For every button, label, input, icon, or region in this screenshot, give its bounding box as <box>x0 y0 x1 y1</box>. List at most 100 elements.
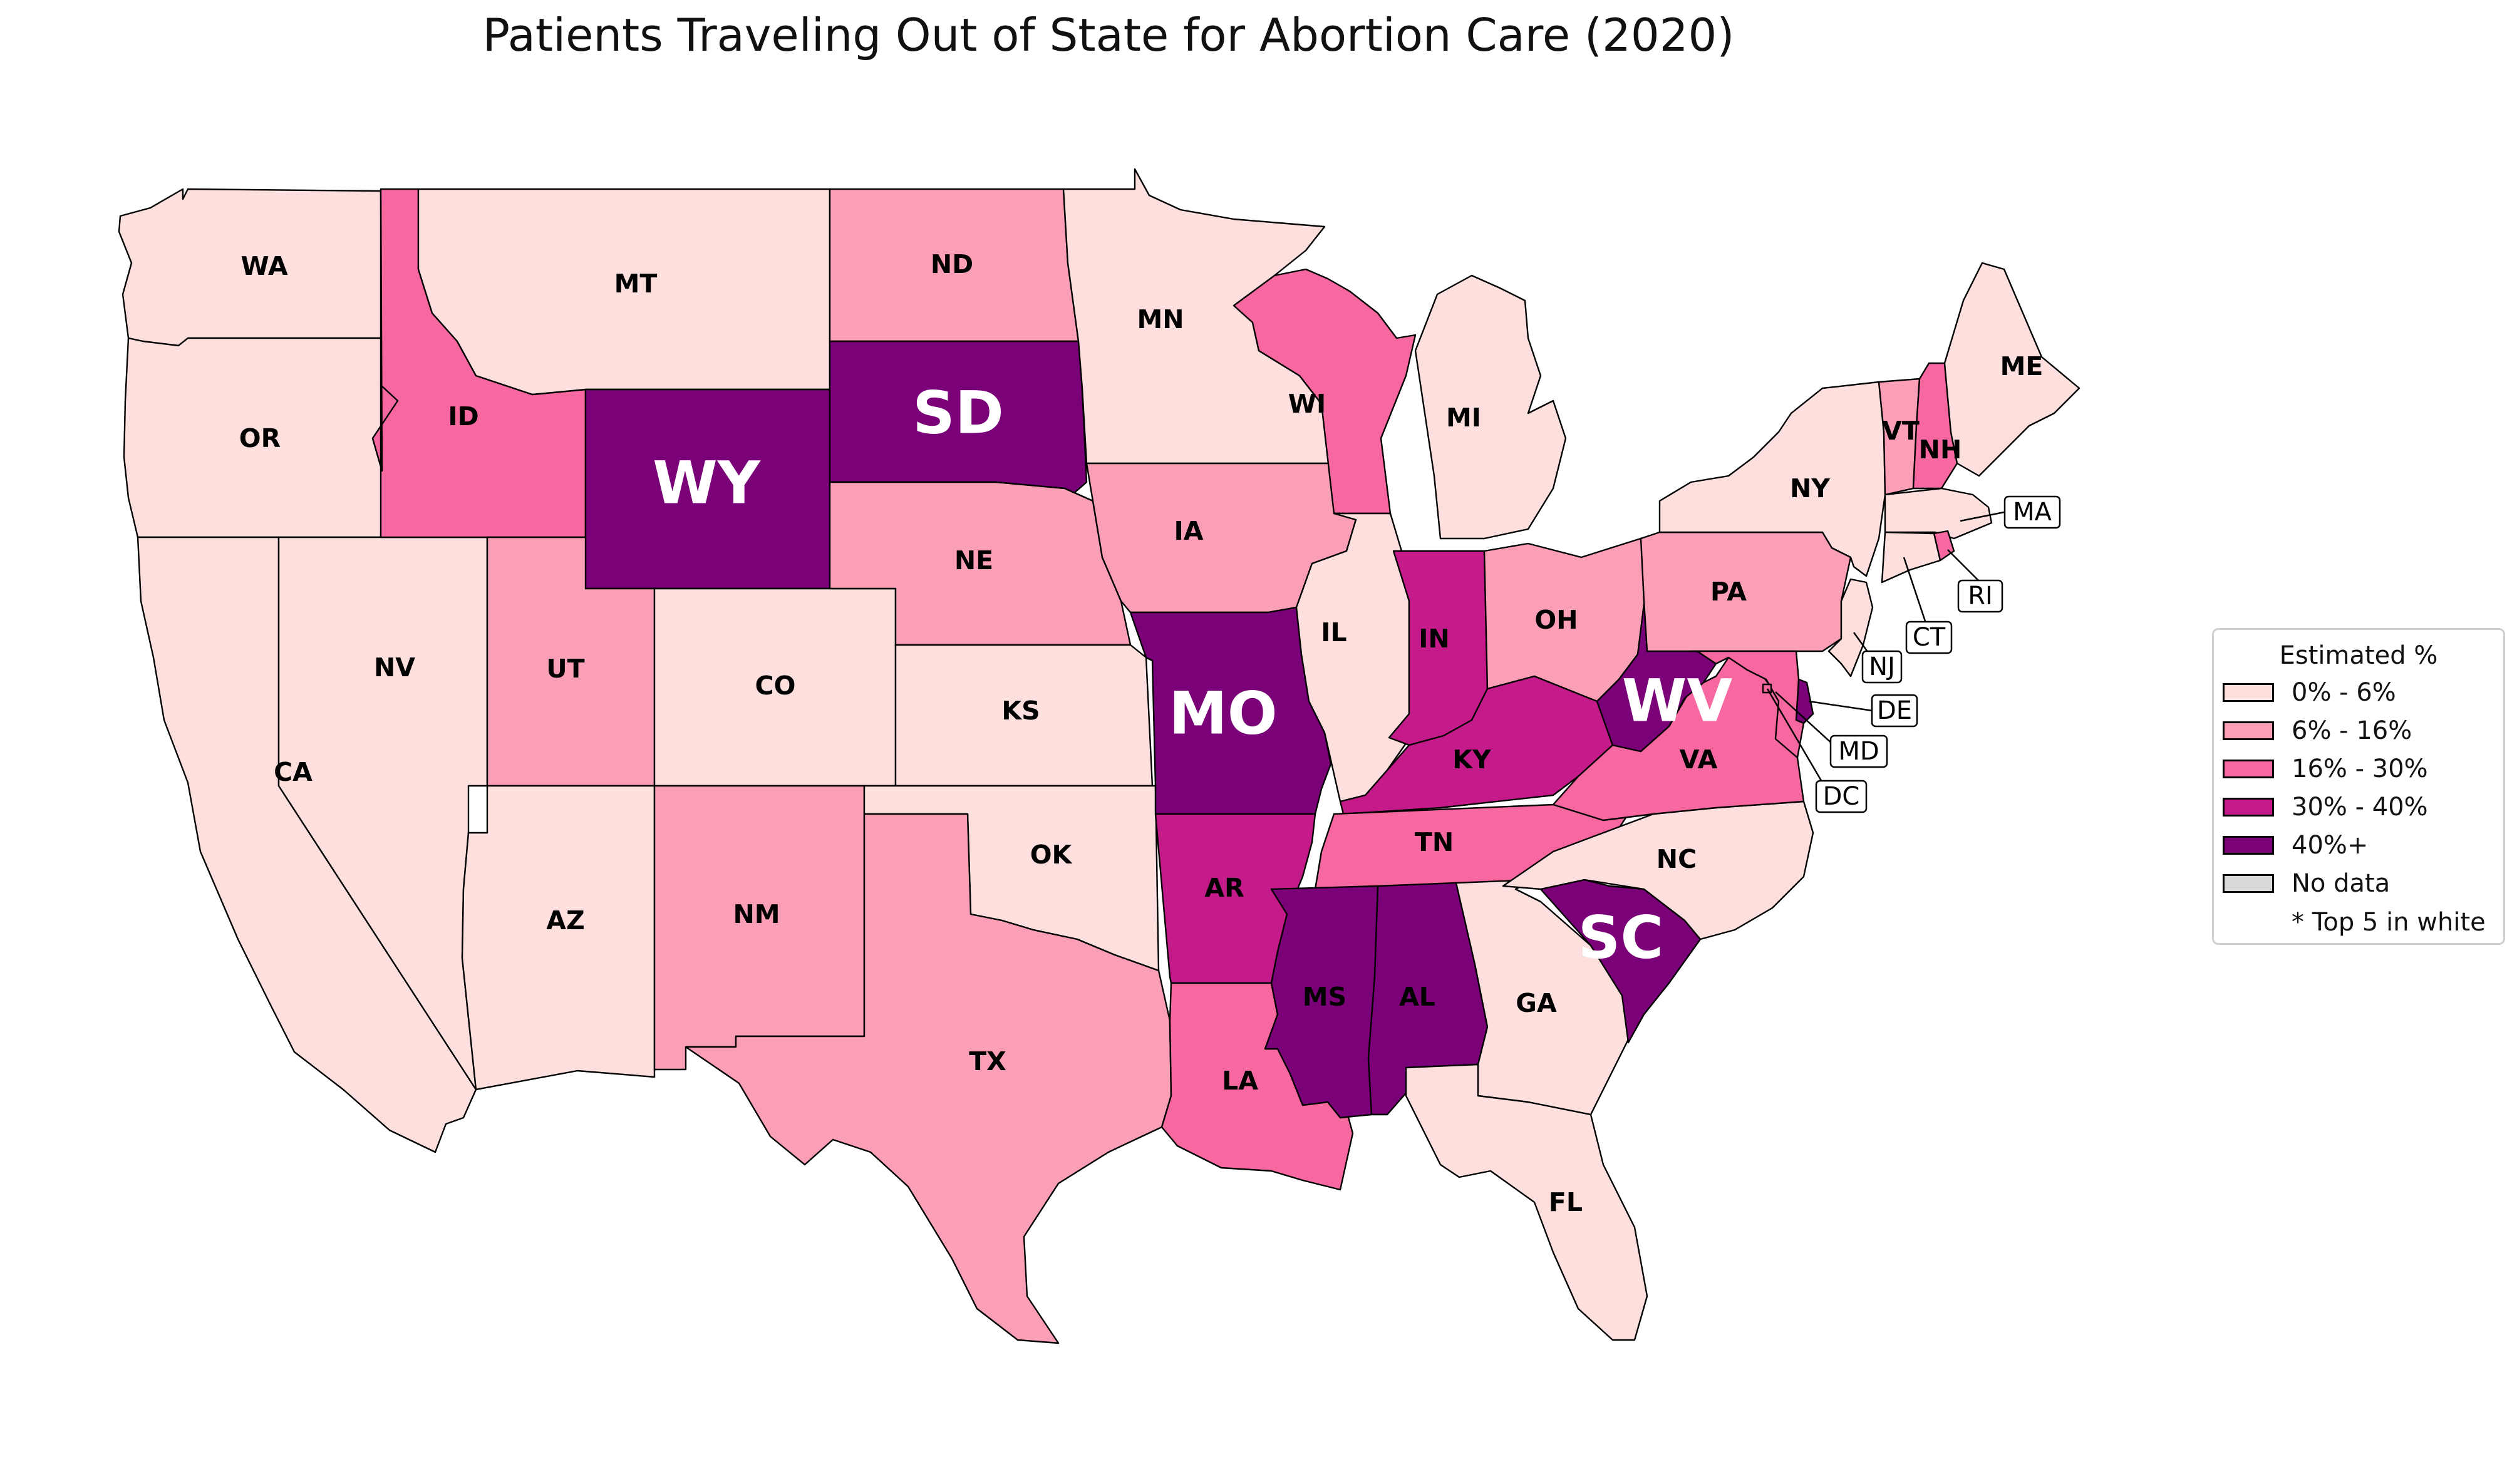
legend-item: 40%+ <box>2223 831 2369 860</box>
labels-layer: WA OR CA NV ID MT WY UT AZ CO NM ND SD NE KS OK TX MN IA MO… <box>239 249 2044 1217</box>
state-label-nc: NC <box>1656 844 1697 874</box>
state-label-nm: NM <box>733 899 780 929</box>
state-label-ga: GA <box>1516 988 1557 1018</box>
state-nj <box>1827 578 1874 678</box>
state-label-mo: MO <box>1169 680 1277 748</box>
state-label-la: LA <box>1222 1066 1258 1096</box>
state-label-tx: TX <box>969 1046 1006 1076</box>
state-label-ky: KY <box>1452 745 1492 775</box>
state-me <box>1943 262 2080 477</box>
state-label-ok: OK <box>1030 840 1073 870</box>
state-label-co: CO <box>755 671 796 701</box>
state-mi <box>1414 274 1567 540</box>
state-ma <box>1884 487 1993 540</box>
callout-leader-dc <box>1766 688 1824 783</box>
callout-box-ma <box>2003 495 2061 529</box>
state-ky <box>1339 675 1614 815</box>
callout-label-dc: DC <box>1823 782 1860 811</box>
callout-label-ct: CT <box>1913 623 1946 652</box>
state-label-vt: VT <box>1882 416 1920 446</box>
state-label-ca: CA <box>274 757 313 787</box>
state-label-ia: IA <box>1174 516 1204 546</box>
callout-box-dc <box>1815 780 1868 813</box>
states-layer <box>118 168 2080 1344</box>
state-label-ut: UT <box>546 654 584 684</box>
state-tx <box>685 813 1172 1344</box>
legend-swatch <box>2223 798 2274 817</box>
state-label-wi: WI <box>1288 389 1326 419</box>
legend-note: * Top 5 in white <box>2292 908 2486 937</box>
callout-box-ct <box>1905 621 1953 654</box>
callout-box-ri <box>1957 579 2003 613</box>
callout-leader-ri <box>1947 549 1981 583</box>
state-label-sd: SD <box>912 379 1004 448</box>
state-label-nh: NH <box>1919 435 1962 465</box>
state-label-ne: NE <box>954 545 993 575</box>
state-label-ms: MS <box>1303 982 1346 1012</box>
state-label-al: AL <box>1399 982 1435 1012</box>
legend-label: 6% - 16% <box>2292 716 2412 745</box>
state-label-ny: NY <box>1790 473 1831 503</box>
state-label-ks: KS <box>1001 696 1040 726</box>
callout-label-ma: MA <box>2013 498 2052 527</box>
callout-label-ri: RI <box>1968 582 1993 611</box>
legend-label: No data <box>2292 869 2390 898</box>
legend-swatch <box>2223 760 2274 778</box>
state-sc <box>1539 879 1702 1044</box>
state-md <box>1690 650 1805 759</box>
legend-item: 16% - 30% <box>2223 755 2428 783</box>
callout-label-md: MD <box>1838 737 1879 766</box>
state-ga <box>1455 879 1633 1116</box>
legend-title: Estimated % <box>2279 641 2438 670</box>
state-label-me: ME <box>2000 351 2044 381</box>
state-label-in: IN <box>1419 624 1450 654</box>
state-label-oh: OH <box>1534 605 1578 635</box>
legend-item: No data <box>2223 869 2390 898</box>
legend-swatch <box>2223 721 2274 740</box>
callout-leader-ct <box>1903 557 1927 624</box>
state-label-nd: ND <box>931 249 973 279</box>
state-label-id: ID <box>448 401 478 431</box>
state-label-wa: WA <box>240 251 287 281</box>
legend-swatch <box>2223 683 2274 702</box>
legend-label: 16% - 30% <box>2292 755 2428 783</box>
callouts-layer: MA RI CT NJ DE MD DC <box>1766 495 2061 813</box>
legend-swatch <box>2223 836 2274 855</box>
legend-item: 0% - 6% <box>2223 678 2396 707</box>
state-ks <box>894 644 1154 787</box>
legend-item: 6% - 16% <box>2223 716 2412 745</box>
legend: Estimated % 0% - 6% 6% - 16% 16% - 30% 3… <box>2212 628 2505 945</box>
legend-label: 30% - 40% <box>2292 793 2428 822</box>
state-dc <box>1762 683 1772 694</box>
callout-box-nj <box>1861 650 1903 684</box>
legend-swatch <box>2223 874 2274 893</box>
state-label-nv: NV <box>374 652 415 683</box>
legend-label: 40%+ <box>2292 831 2369 860</box>
legend-label: 0% - 6% <box>2292 678 2396 707</box>
state-az <box>461 785 656 1091</box>
map-title: Patients Traveling Out of State for Abor… <box>482 9 1735 61</box>
state-label-mi: MI <box>1446 403 1481 433</box>
state-label-or: OR <box>239 423 281 453</box>
state-fl <box>1405 1063 1648 1341</box>
callout-label-de: DE <box>1877 696 1912 725</box>
callout-label-nj: NJ <box>1869 652 1895 681</box>
us-state-map: WA OR CA NV ID MT WY UT AZ CO NM ND SD NE KS OK TX MN IA MO… <box>118 168 2080 1344</box>
legend-item: 30% - 40% <box>2223 793 2428 822</box>
state-label-tn: TN <box>1415 827 1454 857</box>
state-label-pa: PA <box>1710 577 1747 607</box>
state-label-wv: WV <box>1622 667 1733 736</box>
state-label-wy: WY <box>653 450 761 518</box>
callout-box-de <box>1871 694 1918 728</box>
state-label-il: IL <box>1321 617 1346 647</box>
state-label-ar: AR <box>1204 873 1244 903</box>
callout-leader-de <box>1808 700 1873 712</box>
callout-box-md <box>1829 734 1888 768</box>
state-label-fl: FL <box>1549 1187 1583 1217</box>
state-label-az: AZ <box>546 905 584 935</box>
callout-leader-ma <box>1960 511 2005 522</box>
state-label-sc: SC <box>1578 904 1664 972</box>
state-label-mt: MT <box>614 269 658 299</box>
callout-leader-md <box>1775 691 1834 746</box>
